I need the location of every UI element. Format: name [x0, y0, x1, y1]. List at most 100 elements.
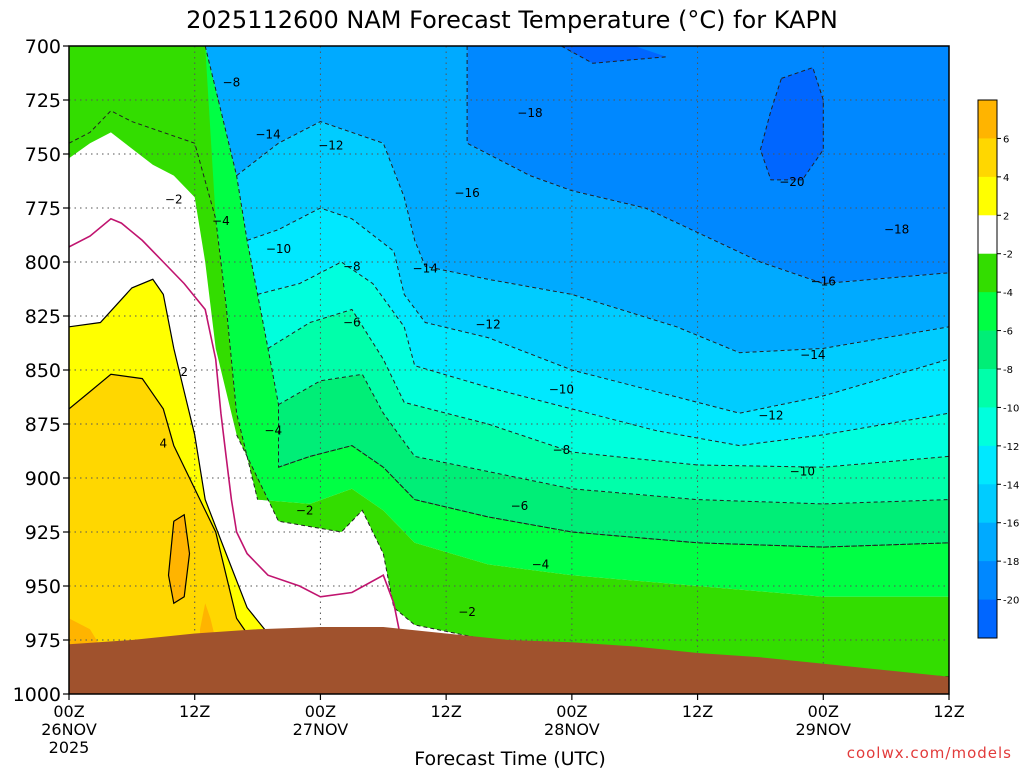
colorbar-segment [978, 100, 997, 139]
x-tick-label: 12Z [430, 702, 461, 721]
contour-label: −2 [458, 605, 476, 619]
colorbar-label: -14 [1003, 480, 1019, 491]
x-tick-label: 00Z [556, 702, 587, 721]
contour-label: 4 [159, 436, 167, 450]
y-tick-label: 750 [25, 144, 61, 166]
colorbar-segment [978, 522, 997, 562]
contour-label: −12 [318, 138, 343, 152]
y-tick-label: 900 [25, 468, 61, 490]
y-tick-label: 725 [25, 90, 61, 112]
contour-label: −10 [266, 242, 291, 256]
terrain [69, 627, 949, 694]
contour-label: −6 [511, 499, 529, 513]
contour-line-dashed [204, 46, 949, 548]
band-lt-minus14 [236, 121, 949, 414]
x-tick-label: 12Z [682, 702, 713, 721]
band-pos-4-6b [200, 603, 216, 640]
band-lt-minus2 [69, 46, 949, 677]
y-tick-label: 975 [25, 630, 61, 652]
colorbar-segment [978, 407, 997, 447]
colorbar-segment [978, 253, 997, 293]
band-lt-minus18 [467, 46, 949, 284]
contour-label: −12 [758, 408, 783, 422]
contour-label: −14 [800, 348, 825, 362]
x-tick-label: 00Z [808, 702, 839, 721]
colorbar-label: -18 [1003, 557, 1019, 568]
x-tick-label: 28NOV [544, 720, 600, 739]
colorbar-segment [978, 599, 997, 639]
band-lt-minus16 [205, 46, 949, 353]
band-lt-minus10 [257, 262, 949, 468]
colorbar-label: 2 [1003, 211, 1009, 222]
contour-label: −4 [264, 423, 282, 437]
x-axis-label: Forecast Time (UTC) [414, 748, 605, 768]
y-tick-label: 950 [25, 576, 61, 598]
y-tick-label: 800 [25, 252, 61, 274]
contour-line-solid [69, 278, 269, 634]
contour-line-dashed [759, 66, 824, 181]
contour-line-dashed [278, 373, 949, 505]
contour-label: −10 [549, 382, 574, 396]
contour-label: −4 [532, 557, 550, 571]
band-lt-minus20 [561, 46, 667, 64]
x-tick-label: 12Z [933, 702, 964, 721]
contour-label: 2 [180, 365, 188, 379]
contour-line-dashed [236, 121, 949, 354]
contour-label: −8 [343, 259, 361, 273]
contour-line-dashed [278, 445, 949, 548]
contour-line-dashed [267, 308, 949, 468]
contour-label: −12 [475, 318, 500, 332]
colorbar-label: -10 [1003, 403, 1019, 414]
colorbar-label: -8 [1003, 365, 1013, 376]
contour-line-dashed [257, 261, 949, 447]
x-tick-label: 26NOV [41, 720, 97, 739]
colorbar-label: -2 [1003, 250, 1013, 261]
contour-label: −2 [296, 503, 314, 517]
contour-label: −4 [212, 214, 230, 228]
colorbar-segment [978, 176, 997, 216]
colorbar-segment [978, 292, 997, 332]
colorbar-segment [978, 138, 997, 178]
x-tick-label: 00Z [305, 702, 336, 721]
contour-label: −8 [223, 76, 241, 90]
colorbar-segment [978, 561, 997, 601]
credit-text: coolwx.com/models [847, 744, 1012, 762]
colorbar-segment [978, 369, 997, 408]
contour-label: −18 [517, 106, 542, 120]
contour-label: −6 [343, 315, 361, 329]
x-tick-label: 00Z [53, 702, 84, 721]
contour-label: −18 [884, 223, 909, 237]
colorbar-label: -12 [1003, 442, 1019, 453]
band-lt-minus12 [247, 208, 949, 446]
colorbar-label: -16 [1003, 519, 1019, 530]
colorbar-label: -20 [1003, 596, 1019, 607]
band-lt-minus8 [268, 309, 949, 504]
colorbar-segment [978, 445, 997, 485]
colorbar: 6 4 2 -2 -4 -6 -8 -10 -12 -14 -16 -18 -20 [977, 99, 1019, 639]
y-tick-label: 925 [25, 522, 61, 544]
contour-label: −16 [811, 274, 836, 288]
x-tick-label: 12Z [179, 702, 210, 721]
contour-line-dashed [69, 110, 259, 500]
x-tick-label: 29NOV [795, 720, 851, 739]
contour-line-dashed [246, 207, 949, 414]
contour-line-dashed [466, 46, 949, 285]
colorbar-label: 6 [1003, 134, 1009, 145]
freezing-line [69, 217, 400, 630]
contour-label: −8 [553, 443, 571, 457]
y-tick-label: 1000 [13, 684, 61, 706]
contour-line-solid [167, 513, 191, 605]
band-pos-2-4 [69, 374, 248, 647]
contour-label: −14 [255, 128, 280, 142]
x-tick-label: 2025 [49, 738, 90, 757]
plot-area: 2 4 −2 −4 −8 −14 −12 −10 −8 −6 −4 −2 −18 −16 −14 −12 −10… [69, 46, 949, 694]
chart-title: 2025112600 NAM Forecast Temperature (°C)… [186, 6, 838, 34]
contour-label: −10 [790, 465, 815, 479]
colorbar-segment [978, 484, 997, 524]
colorbar-label: -6 [1003, 327, 1013, 338]
colorbar-label: -4 [1003, 288, 1013, 299]
colorbar-label: 4 [1003, 173, 1009, 184]
colorbar-segment [978, 215, 997, 255]
